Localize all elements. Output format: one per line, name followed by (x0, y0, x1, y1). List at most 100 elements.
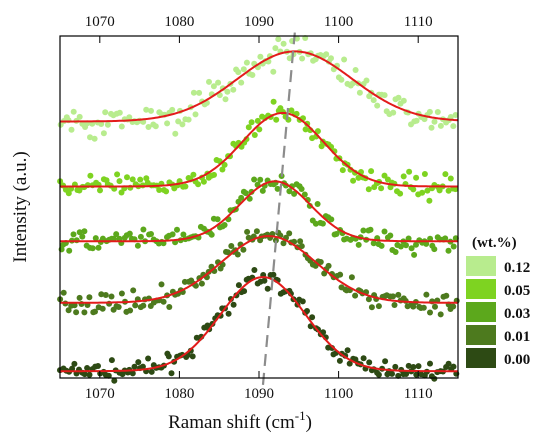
data-point (137, 176, 144, 183)
data-point (76, 229, 83, 236)
data-point (452, 112, 459, 118)
data-point (450, 363, 457, 370)
data-point (69, 365, 76, 372)
top-tick-label-4: 1110 (404, 14, 433, 30)
data-point (97, 187, 103, 194)
data-point (145, 124, 152, 130)
data-point (270, 271, 277, 278)
data-point (390, 293, 396, 300)
data-point (272, 45, 279, 52)
data-point (76, 113, 83, 120)
series-0.01 (57, 228, 460, 318)
data-point (286, 188, 293, 195)
data-point (445, 360, 452, 367)
data-point (426, 197, 433, 204)
data-point (450, 123, 457, 130)
data-point (95, 363, 101, 369)
data-point (443, 292, 450, 299)
data-point (189, 353, 196, 360)
data-point (198, 280, 205, 287)
top-tick-label-0: 1070 (85, 14, 115, 30)
data-point (66, 247, 73, 254)
data-point (156, 187, 163, 193)
data-point (124, 174, 130, 181)
data-point (312, 220, 319, 227)
data-point (87, 134, 93, 141)
data-point (352, 67, 359, 73)
x-tick-label-2: 1090 (244, 386, 274, 402)
data-point (337, 271, 344, 278)
data-point (400, 97, 407, 104)
data-point (338, 76, 345, 83)
data-point (261, 277, 268, 284)
data-point (280, 240, 287, 247)
data-point (413, 117, 420, 124)
data-point (134, 242, 141, 249)
data-point (288, 107, 295, 114)
data-point (387, 184, 394, 191)
data-point (275, 36, 282, 43)
data-point (328, 55, 334, 62)
data-point (126, 230, 133, 237)
data-point (248, 119, 255, 126)
data-point (172, 130, 179, 137)
data-point (174, 226, 180, 233)
legend: (wt.%) 0.12 0.05 0.03 0.01 0.00 (466, 235, 530, 368)
data-point (113, 231, 120, 238)
data-point (238, 194, 245, 201)
data-point (411, 251, 418, 258)
data-point (366, 359, 373, 366)
data-point (413, 174, 420, 181)
x-axis-title: Raman shift (cm-1) (168, 408, 312, 433)
data-point (129, 370, 136, 377)
data-point (208, 231, 215, 238)
data-point (148, 231, 154, 237)
data-point (190, 171, 197, 178)
data-point (390, 109, 397, 116)
data-point (428, 124, 435, 131)
data-point (222, 96, 229, 103)
data-point (179, 121, 186, 128)
data-point (415, 363, 422, 370)
data-point (397, 190, 404, 197)
legend-label-0.00: 0.00 (504, 352, 530, 368)
data-point (355, 174, 362, 181)
data-point (403, 242, 409, 249)
data-point (214, 216, 221, 223)
data-point (175, 118, 182, 125)
data-point (378, 242, 385, 249)
plot-frame (59, 35, 459, 379)
data-point (367, 226, 374, 233)
data-point (251, 267, 258, 273)
data-point (442, 171, 449, 178)
data-point (437, 122, 444, 129)
data-point (382, 358, 389, 365)
data-point (286, 230, 293, 237)
data-point (200, 178, 207, 185)
data-point (302, 126, 309, 133)
data-point (387, 232, 394, 239)
data-point (251, 132, 258, 138)
fit-curve-0.05 (60, 111, 458, 188)
data-point (89, 245, 96, 252)
fit-curve-0.12 (60, 50, 459, 123)
data-point (190, 89, 197, 96)
data-point (431, 375, 438, 382)
data-point (192, 111, 199, 118)
data-point (304, 308, 310, 314)
data-point (91, 135, 98, 142)
guide-line (261, 32, 296, 385)
data-point (374, 102, 381, 109)
data-point (344, 347, 351, 354)
data-point (381, 92, 388, 99)
data-point (108, 357, 115, 364)
data-point (86, 371, 93, 378)
data-point (381, 172, 388, 179)
data-point (426, 108, 433, 115)
data-point (234, 251, 241, 258)
legend-label-0.12: 0.12 (504, 260, 530, 276)
data-point (368, 168, 375, 175)
data-point (70, 108, 77, 115)
data-point (86, 294, 93, 301)
data-point (432, 303, 438, 310)
